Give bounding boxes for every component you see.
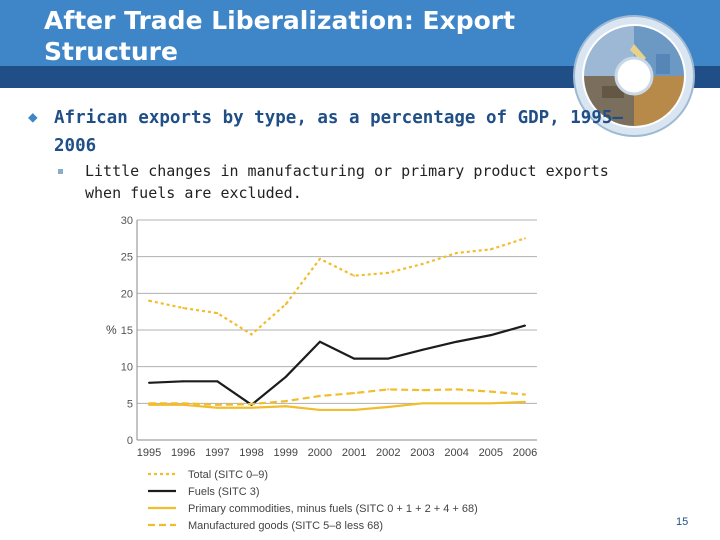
data-point xyxy=(250,403,253,406)
x-tick-label: 2001 xyxy=(342,447,366,459)
y-tick-label: 15 xyxy=(121,325,133,337)
data-point xyxy=(353,392,356,395)
data-point xyxy=(284,303,287,306)
legend-label: Primary commodities, minus fuels (SITC 0… xyxy=(188,503,478,515)
data-point xyxy=(250,333,253,336)
globe-logo-icon xyxy=(573,15,695,137)
series-line-0 xyxy=(148,237,526,336)
data-point xyxy=(489,334,492,337)
data-point xyxy=(284,375,287,378)
bullet-sub-text: Little changes in manufacturing or prima… xyxy=(85,162,609,202)
data-point xyxy=(148,402,150,405)
data-point xyxy=(216,403,219,406)
x-tick-label: 2002 xyxy=(376,447,400,459)
data-point xyxy=(455,252,458,254)
x-tick-label: 2000 xyxy=(308,447,332,459)
data-point xyxy=(489,248,492,251)
y-tick-label: 25 xyxy=(121,252,133,264)
x-tick-label: 1996 xyxy=(171,447,195,459)
series-line-3 xyxy=(149,388,526,406)
data-point xyxy=(216,312,219,315)
x-tick-label: 2004 xyxy=(444,447,468,459)
data-point xyxy=(421,263,424,265)
data-point xyxy=(489,402,492,405)
data-point xyxy=(421,402,424,405)
y-tick-label: 10 xyxy=(121,362,133,374)
data-point xyxy=(182,402,185,405)
x-tick-label: 2006 xyxy=(513,447,537,459)
series-line-2 xyxy=(149,400,526,412)
page-number: 15 xyxy=(676,516,689,528)
x-tick-label: 1995 xyxy=(137,447,161,459)
data-point xyxy=(284,400,287,403)
legend-label: Manufactured goods (SITC 5–8 less 68) xyxy=(188,520,383,532)
data-point xyxy=(216,406,219,409)
data-point xyxy=(421,348,424,351)
y-tick-label: 5 xyxy=(127,398,133,410)
y-tick-label: 0 xyxy=(127,435,133,447)
y-tick-label: 30 xyxy=(121,215,133,227)
x-tick-label: 1999 xyxy=(273,447,297,459)
data-point xyxy=(387,388,390,391)
data-point xyxy=(455,340,458,343)
data-point xyxy=(318,395,321,397)
data-point xyxy=(387,271,390,274)
bullet-main-text: African exports by type, as a percentage… xyxy=(54,108,623,156)
diamond-bullet-icon: ◆ xyxy=(28,107,38,126)
y-axis-label: % xyxy=(106,323,117,337)
title-accent-strip xyxy=(0,66,720,88)
data-point xyxy=(524,324,526,327)
data-point xyxy=(524,400,526,403)
data-point xyxy=(250,406,253,409)
data-point xyxy=(524,237,526,240)
data-point xyxy=(148,381,150,384)
data-point xyxy=(182,307,185,309)
data-point xyxy=(421,389,424,392)
slide-title: After Trade Liberalization: Export Struc… xyxy=(44,6,516,66)
legend-label: Fuels (SITC 3) xyxy=(188,486,260,498)
data-point xyxy=(182,380,185,383)
x-tick-label: 2003 xyxy=(410,447,434,459)
data-point xyxy=(524,393,526,396)
data-point xyxy=(216,380,219,383)
export-structure-chart: 0 5 10 15 20 25 30% 1995 1996 1997 1998 1999 2000 200… xyxy=(106,215,537,532)
data-point xyxy=(489,390,492,393)
data-point xyxy=(455,388,458,391)
y-tick-label: 20 xyxy=(121,288,133,300)
x-tick-label: 2005 xyxy=(479,447,503,459)
data-point xyxy=(353,357,356,360)
data-point xyxy=(353,408,356,411)
data-point xyxy=(455,402,458,405)
bullet-main: ◆ African exports by type, as a percenta… xyxy=(28,104,628,160)
data-point xyxy=(318,340,321,343)
data-point xyxy=(353,274,356,277)
data-point xyxy=(148,299,150,302)
x-tick-label: 1997 xyxy=(205,447,229,459)
series-line-1 xyxy=(148,324,526,406)
data-point xyxy=(318,408,321,411)
data-point xyxy=(284,405,287,408)
legend-label: Total (SITC 0–9) xyxy=(188,469,268,481)
data-point xyxy=(318,257,321,260)
data-point xyxy=(387,357,390,360)
data-point xyxy=(387,406,390,408)
square-bullet-icon xyxy=(58,169,63,174)
bullet-sub: Little changes in manufacturing or prima… xyxy=(58,160,638,204)
x-tick-label: 1998 xyxy=(239,447,263,459)
